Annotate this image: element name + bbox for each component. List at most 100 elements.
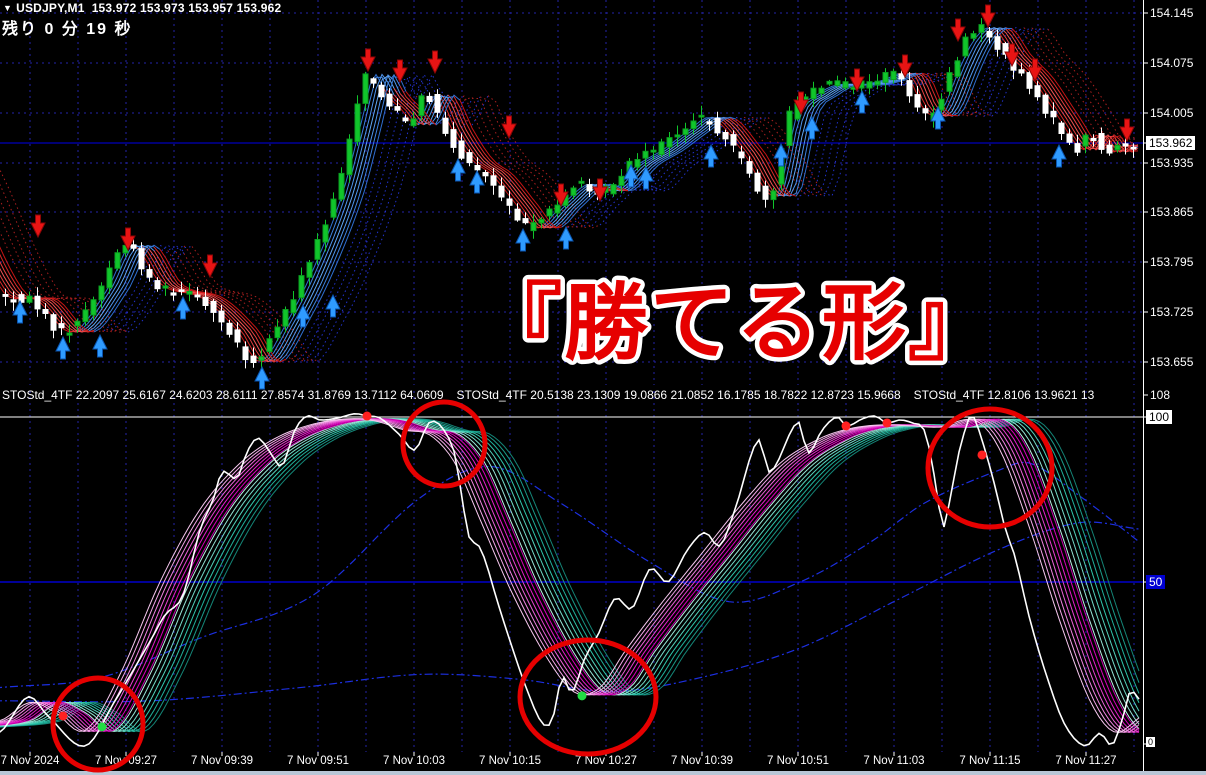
sell-arrow-icon [1004,43,1020,68]
candle [250,355,257,364]
candle [978,24,985,33]
candle [314,239,321,260]
candle [1034,85,1041,98]
time-tick-label: 7 Nov 2024 [0,755,60,767]
candle [738,151,745,159]
price-axis[interactable]: 154.145 154.075 154.005 153.935 153.865 153.7… [1144,0,1206,775]
sell-arrow-icon [360,48,376,73]
candle [1050,110,1057,118]
candle [162,285,169,289]
candle [266,338,273,353]
sell-arrow-icon [30,214,46,239]
peak-dot [977,450,987,460]
candle [418,95,425,117]
candle [810,87,817,100]
candle [378,84,385,98]
candle [106,267,113,289]
candle [882,72,889,83]
buy-arrow-icon [930,105,946,130]
time-tick-label: 7 Nov 11:15 [959,755,1021,767]
buy-arrow-icon [469,169,485,194]
candle [610,184,617,195]
candle [394,106,401,111]
axis-border-line [1143,0,1144,771]
candle [762,185,769,200]
sell-arrow-icon [1027,58,1043,83]
candle [338,172,345,200]
candle [658,141,665,155]
candle [202,296,209,306]
candle [50,314,57,331]
time-tick-label: 7 Nov 11:03 [863,755,925,767]
candle [1026,72,1033,89]
buy-arrow-icon [515,227,531,252]
candle [994,36,1001,50]
sell-arrow-icon [501,115,517,140]
candle [426,95,433,103]
price-tick-label: 154.075 [1150,56,1194,70]
candle [578,180,585,184]
candle [634,159,641,168]
price-tick-label: 153.725 [1150,305,1194,319]
candle [530,222,537,232]
candle [1130,146,1137,150]
time-tick-label: 7 Nov 10:03 [382,755,446,767]
buy-arrow-icon [12,299,28,324]
candle [1042,94,1049,114]
candle [2,294,9,297]
candle [306,261,313,278]
sell-arrow-icon [793,91,809,116]
candle [490,175,497,186]
candle [682,128,689,136]
candle [922,108,929,114]
indicator-tick-label: 100 [1146,410,1173,424]
symbol-dropdown-icon[interactable]: ▼ [3,3,13,13]
peak-dot [841,421,851,431]
candle [498,185,505,198]
candle [906,80,913,97]
indicator-axis[interactable]: 108 100 50 0 [1144,0,1206,775]
candle [1002,43,1009,55]
window-bottom-edge [0,771,1206,775]
candle [834,80,841,87]
candle [146,269,153,278]
candle [18,294,25,303]
candle [298,275,305,299]
candle [274,326,281,339]
sell-arrow-icon [897,54,913,79]
buy-arrow-icon [450,157,466,182]
candle [506,198,513,206]
candle [354,103,361,143]
trough-dot [577,691,587,701]
candle [866,81,873,89]
buy-arrow-icon [295,303,311,328]
candle [370,78,377,84]
buy-arrow-icon [804,115,820,140]
price-tick-label: 153.865 [1150,205,1194,219]
signal-arrows-layer [12,4,1135,390]
buy-arrow-icon [55,335,71,360]
symbol-label: USDJPY,M1 [16,1,85,15]
candle [242,346,249,361]
candle [1106,144,1113,154]
time-tick-label: 7 Nov 09:27 [94,755,158,767]
current-price-label: 153.962 [1146,136,1196,150]
candle [730,134,737,146]
candle [218,310,225,323]
buy-arrow-icon [773,142,789,167]
time-axis[interactable]: 7 Nov 2024 7 Nov 09:27 7 Nov 09:39 7 Nov 09… [0,752,1143,771]
candle [178,289,185,292]
candle [650,149,657,153]
candle [1122,143,1129,147]
candle [786,110,793,146]
candle [58,323,65,329]
candle [290,299,297,314]
candle [410,118,417,127]
time-tick-label: 7 Nov 10:39 [670,755,734,767]
candle [74,320,81,327]
candle [1098,133,1105,150]
candle [554,204,561,214]
candle [666,137,673,148]
indicator-tick-label: 0 [1146,737,1156,747]
candle [986,30,993,38]
